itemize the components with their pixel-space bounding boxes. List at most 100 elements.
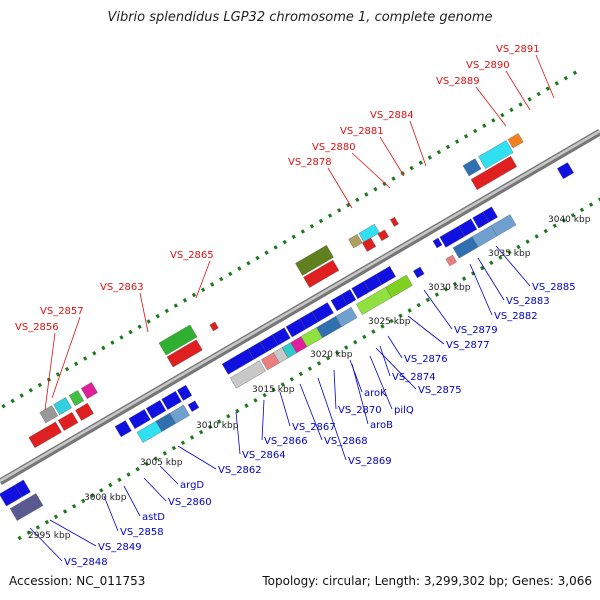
chromosome-backbone-highlight (0, 129, 600, 483)
reverse-leader (379, 345, 391, 377)
forward-tick (436, 149, 442, 155)
rev-block (490, 214, 517, 237)
reverse-gene-label: VS_2866 (264, 436, 308, 447)
forward-tick (554, 81, 559, 86)
forward-tick (182, 298, 188, 303)
reverse-tick (53, 514, 59, 520)
forward-tick (500, 112, 505, 118)
forward-leader (44, 332, 56, 411)
reverse-tick (262, 392, 267, 398)
forward-gene-label: VS_2884 (370, 110, 414, 121)
reverse-tick (407, 308, 412, 313)
rev-block (311, 302, 334, 323)
reverse-gene-label: argD (180, 480, 204, 491)
reverse-tick (189, 435, 195, 440)
forward-tick (563, 75, 569, 81)
reverse-tick (17, 535, 22, 541)
reverse-leader (261, 399, 265, 441)
reverse-gene-label: VS_2869 (348, 456, 392, 467)
reverse-tick (90, 493, 95, 498)
forward-tick (518, 102, 523, 107)
forward-tick (255, 255, 260, 261)
rev-block (335, 307, 358, 327)
reverse-leader (469, 263, 493, 316)
reverse-gene-label: VS_2885 (532, 282, 576, 293)
forward-leader (195, 260, 211, 299)
reverse-tick (162, 451, 167, 456)
gene-layer (0, 133, 574, 521)
reverse-tick (325, 355, 331, 361)
reverse-tick (398, 313, 403, 319)
accession-label: Accession: NC_011753 (9, 574, 146, 588)
forward-tick (472, 128, 478, 134)
forward-tick (55, 372, 61, 377)
forward-tick (291, 234, 296, 240)
forward-leader (409, 120, 427, 167)
reverse-tick (552, 223, 557, 229)
reverse-tick (425, 297, 430, 303)
reverse-leader (29, 527, 63, 562)
reverse-tick (443, 287, 449, 292)
reverse-tick (207, 424, 213, 430)
rev-block (14, 479, 31, 498)
fwd-block (377, 229, 389, 241)
reverse-gene-label: VS_2849 (98, 542, 142, 553)
forward-tick (191, 292, 197, 298)
forward-tick (19, 393, 24, 398)
fwd-block (68, 390, 84, 406)
forward-tick (282, 239, 287, 245)
rev-block (557, 162, 574, 180)
reverse-gene-label: VS_2860 (168, 497, 212, 508)
forward-tick (228, 271, 233, 277)
forward-gene-label: VS_2856 (15, 322, 59, 333)
reverse-tick (62, 509, 68, 514)
rev-block (187, 400, 200, 412)
reverse-gene-label: VS_2874 (392, 372, 436, 383)
rev-block (145, 400, 167, 419)
reverse-gene-label: VS_2848 (64, 557, 108, 568)
reverse-gene-label: astD (142, 512, 165, 523)
rev-block (176, 384, 193, 401)
rev-block (9, 493, 44, 521)
reverse-tick (307, 366, 313, 371)
map-title: Vibrio splendidus LGP32 chromosome 1, co… (107, 10, 493, 25)
reverse-tick (543, 228, 548, 234)
reverse-leader (369, 355, 393, 410)
reverse-gene-label: VS_2858 (120, 527, 164, 538)
leader-layer (29, 54, 555, 562)
reverse-leader (351, 363, 369, 425)
reverse-leader (279, 391, 291, 427)
forward-tick (146, 319, 151, 324)
fwd-block (358, 224, 380, 243)
forward-tick (92, 350, 97, 356)
fwd-block (470, 156, 518, 191)
rev-block (375, 266, 396, 285)
scale-label: 3010 kbp (196, 421, 239, 431)
forward-tick (110, 340, 115, 345)
rev-block (482, 206, 498, 223)
forward-tick (300, 229, 306, 234)
reverse-tick (153, 456, 158, 461)
scale-label: 3030 kbp (428, 283, 471, 293)
forward-leader (351, 152, 391, 189)
reverse-tick (507, 249, 512, 255)
reverse-leader (495, 245, 531, 287)
forward-tick (327, 213, 333, 218)
rev-block (114, 420, 132, 438)
reverse-tick (452, 281, 458, 287)
forward-tick (373, 186, 378, 192)
reverse-tick (498, 255, 503, 260)
forward-gene-label: VS_2889 (436, 76, 480, 87)
reverse-gene-label: VS_2875 (418, 385, 462, 396)
reverse-tick (344, 345, 349, 350)
reverse-gene-label: VS_2883 (506, 296, 550, 307)
rev-block (341, 289, 357, 306)
reverse-tick (171, 445, 177, 451)
forward-tick (128, 329, 133, 335)
forward-tick (318, 218, 324, 224)
reverse-leader (177, 445, 217, 470)
reverse-tick (298, 371, 304, 377)
reverse-gene-label: aroK (364, 388, 387, 399)
reverse-tick (334, 350, 340, 356)
forward-tick (491, 118, 496, 123)
